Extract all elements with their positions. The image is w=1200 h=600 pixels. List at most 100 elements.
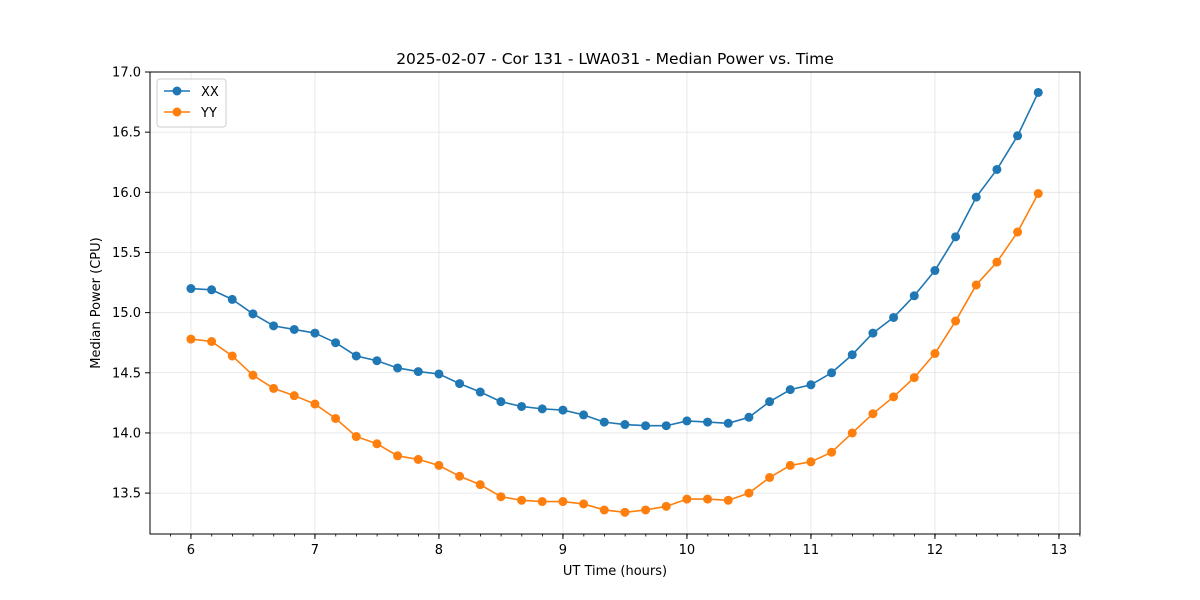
data-point-yy bbox=[434, 460, 444, 470]
data-point-xx bbox=[289, 324, 299, 334]
data-point-yy bbox=[744, 488, 754, 498]
data-point-xx bbox=[413, 367, 423, 377]
data-point-yy bbox=[620, 507, 630, 517]
y-axis-label: Median Power (CPU) bbox=[89, 237, 104, 368]
data-point-yy bbox=[930, 349, 940, 359]
data-point-xx bbox=[517, 401, 527, 411]
data-point-yy bbox=[475, 480, 485, 490]
data-point-xx bbox=[186, 284, 196, 294]
data-point-yy bbox=[248, 370, 258, 380]
y-tick-label: 17.0 bbox=[112, 66, 141, 81]
data-point-xx bbox=[1033, 87, 1043, 97]
y-tick-label: 16.5 bbox=[112, 126, 141, 141]
data-point-yy bbox=[269, 383, 279, 393]
data-point-xx bbox=[703, 417, 713, 427]
data-point-yy bbox=[227, 351, 237, 361]
data-point-yy bbox=[661, 501, 671, 511]
data-point-xx bbox=[207, 285, 217, 295]
data-point-yy bbox=[558, 497, 568, 507]
data-point-yy bbox=[1013, 227, 1023, 237]
data-point-xx bbox=[723, 418, 733, 428]
data-point-xx bbox=[372, 356, 382, 366]
plot-series bbox=[186, 87, 1043, 517]
data-point-xx bbox=[620, 420, 630, 430]
x-tick-label: 12 bbox=[927, 543, 944, 558]
plot-area-frame bbox=[149, 71, 1081, 535]
data-point-xx bbox=[579, 410, 589, 420]
data-point-yy bbox=[331, 414, 341, 423]
data-point-yy bbox=[951, 316, 961, 326]
data-point-yy bbox=[579, 499, 589, 509]
data-point-yy bbox=[186, 334, 196, 344]
data-point-xx bbox=[744, 412, 754, 422]
data-point-yy bbox=[847, 428, 857, 438]
data-point-yy bbox=[703, 494, 713, 504]
data-point-xx bbox=[641, 421, 651, 431]
data-point-xx bbox=[475, 387, 485, 397]
x-tick-label: 11 bbox=[803, 543, 820, 558]
data-point-xx bbox=[1013, 131, 1023, 141]
data-point-xx bbox=[496, 397, 506, 407]
y-tick-label: 15.5 bbox=[112, 246, 141, 261]
data-point-xx bbox=[558, 405, 568, 415]
x-axis-label: UT Time (hours) bbox=[563, 564, 667, 579]
data-point-yy bbox=[992, 257, 1002, 267]
legend-marker-xx bbox=[172, 86, 182, 96]
data-point-xx bbox=[227, 294, 237, 304]
y-tick-label: 14.0 bbox=[112, 426, 141, 441]
data-point-yy bbox=[599, 505, 609, 515]
grid-lines bbox=[150, 71, 1080, 534]
data-point-yy bbox=[289, 391, 299, 401]
data-point-xx bbox=[827, 368, 837, 378]
data-point-yy bbox=[310, 399, 320, 409]
x-tick-label: 6 bbox=[187, 543, 195, 558]
data-point-xx bbox=[909, 291, 919, 301]
legend: XX YY bbox=[156, 78, 227, 128]
data-point-xx bbox=[455, 379, 465, 389]
data-point-yy bbox=[207, 337, 217, 346]
data-point-yy bbox=[351, 432, 361, 442]
data-point-xx bbox=[661, 421, 671, 431]
data-point-yy bbox=[909, 373, 919, 383]
data-point-xx bbox=[537, 404, 547, 414]
data-point-yy bbox=[785, 460, 795, 470]
data-point-xx bbox=[351, 351, 361, 361]
axes: 6 7 8 9 10 11 12 13 13.5 14.0 14.5 15.0 15.5 16.0 16.5… bbox=[112, 66, 1081, 558]
data-point-yy bbox=[393, 451, 403, 461]
data-point-xx bbox=[682, 416, 692, 426]
data-point-yy bbox=[868, 409, 878, 419]
legend-label-xx: XX bbox=[201, 85, 219, 100]
x-tick-label: 9 bbox=[559, 543, 567, 558]
data-point-yy bbox=[827, 447, 837, 457]
x-tick-label: 7 bbox=[311, 543, 319, 558]
x-tick-label: 10 bbox=[679, 543, 696, 558]
data-point-xx bbox=[868, 328, 878, 338]
data-point-yy bbox=[641, 505, 651, 515]
data-point-xx bbox=[599, 417, 609, 427]
chart-title: 2025-02-07 - Cor 131 - LWA031 - Median P… bbox=[396, 50, 834, 68]
data-point-yy bbox=[971, 280, 981, 290]
x-tick-label: 8 bbox=[435, 543, 443, 558]
data-point-yy bbox=[496, 492, 506, 502]
data-point-xx bbox=[434, 369, 444, 379]
data-point-yy bbox=[517, 495, 527, 505]
data-point-yy bbox=[537, 497, 547, 507]
legend-label-yy: YY bbox=[200, 106, 217, 121]
data-point-xx bbox=[269, 321, 279, 331]
data-point-xx bbox=[331, 338, 341, 348]
data-point-xx bbox=[393, 363, 403, 373]
data-point-xx bbox=[951, 232, 961, 242]
data-point-yy bbox=[1033, 189, 1043, 199]
legend-marker-yy bbox=[172, 107, 182, 117]
y-tick-label: 13.5 bbox=[112, 487, 141, 502]
data-point-yy bbox=[455, 471, 465, 481]
data-point-xx bbox=[765, 397, 775, 407]
data-point-xx bbox=[248, 309, 258, 319]
data-point-yy bbox=[806, 457, 816, 467]
data-point-xx bbox=[806, 380, 816, 390]
y-tick-label: 16.0 bbox=[112, 186, 141, 201]
data-point-yy bbox=[372, 439, 382, 449]
data-point-yy bbox=[889, 392, 899, 402]
data-point-xx bbox=[889, 312, 899, 322]
